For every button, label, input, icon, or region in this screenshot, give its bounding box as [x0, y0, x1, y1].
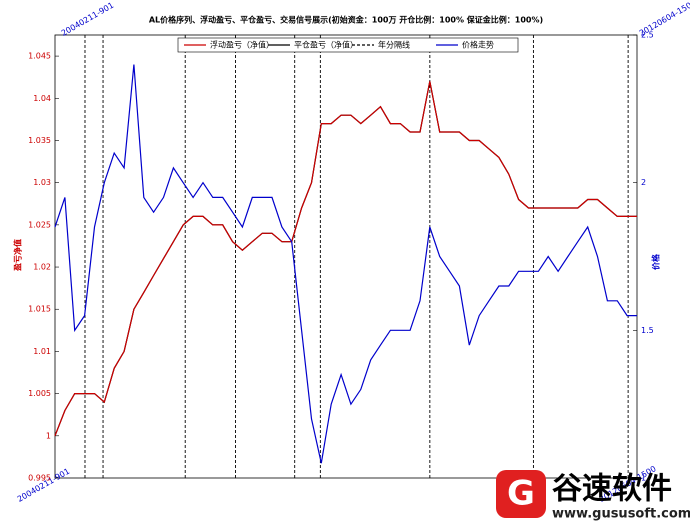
y-axis-label: 盈亏净值 [13, 239, 23, 272]
watermark-logo-letter: G [507, 474, 535, 514]
legend-label: 平仓盈亏（净值） [294, 40, 358, 50]
y-tick-label: 1.045 [28, 52, 51, 61]
y-tick-label: 0.995 [28, 474, 51, 483]
y2-tick-label: 1.5 [641, 326, 654, 335]
legend-label: 价格走势 [462, 40, 494, 50]
legend-box [177, 37, 519, 53]
y-tick-label: 1.01 [33, 347, 51, 356]
legend: 浮动盈亏（净值） 平仓盈亏（净值） 年分隔线 价格走势 [177, 37, 519, 53]
series-line [54, 81, 637, 437]
y-tick-label: 1 [46, 431, 51, 440]
series-line [54, 64, 637, 464]
watermark-brand: 谷速软件 [552, 472, 672, 507]
y2-axis-label: 价格 [651, 253, 661, 270]
y-tick-label: 1.02 [33, 263, 51, 272]
y-tick-label: 1.025 [28, 220, 51, 229]
y-tick-label: 1.04 [33, 94, 51, 103]
y2-tick-label: 2.5 [641, 31, 654, 40]
watermark-url: www.gususoft.com [552, 507, 690, 522]
y-tick-label: 1.035 [28, 136, 51, 145]
chart-title: AL价格序列、浮动盈亏、平仓盈亏、交易信号展示(初始资金：100万 开仓比例：1… [149, 15, 543, 25]
legend-label: 浮动盈亏（净值） [210, 40, 274, 50]
y2-tick-label: 2 [641, 178, 646, 187]
y-tick-label: 1.015 [28, 305, 51, 314]
plot-frame [54, 34, 638, 479]
y-tick-label: 1.005 [28, 389, 51, 398]
y-tick-label: 1.03 [33, 178, 51, 187]
watermark: G 谷速软件 www.gususoft.com [496, 470, 690, 522]
y2-tick-label: 1 [641, 474, 646, 483]
legend-label: 年分隔线 [378, 40, 410, 50]
watermark-logo [496, 470, 546, 518]
